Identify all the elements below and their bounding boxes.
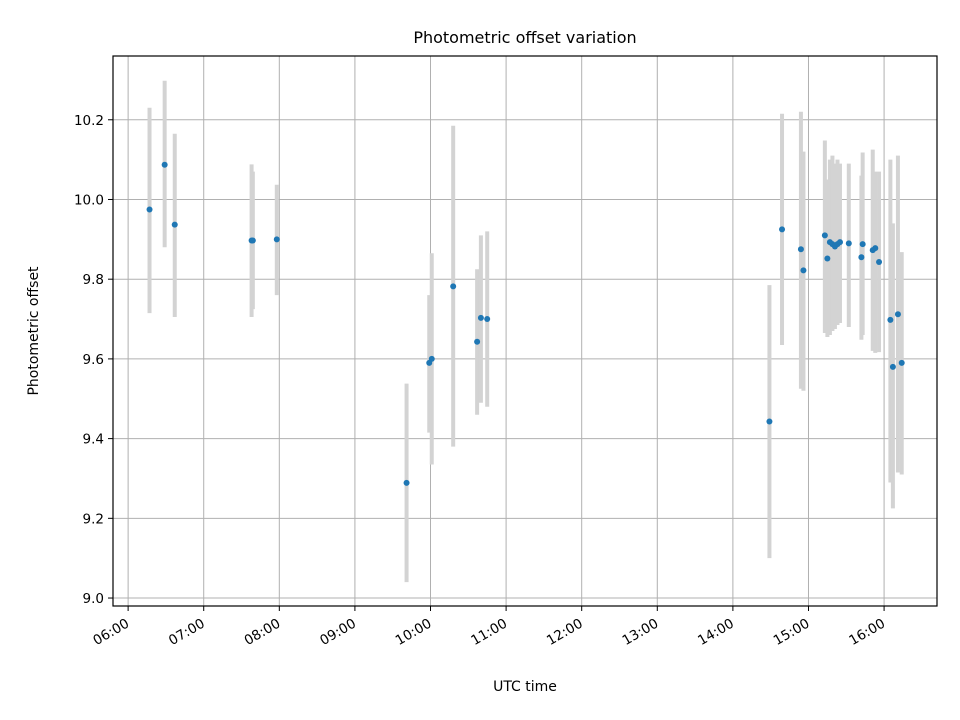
data-point bbox=[872, 245, 879, 252]
x-tick-label: 09:00 bbox=[317, 616, 359, 649]
y-tick-label: 9.0 bbox=[83, 591, 104, 607]
y-tick-label: 9.8 bbox=[83, 272, 104, 288]
x-axis: 06:00 07:00 08:00 09:00 10:00 11:00 12:00 13:00… bbox=[90, 606, 888, 649]
x-tick-label: 11:00 bbox=[468, 616, 510, 649]
data-point bbox=[450, 283, 457, 290]
data-point bbox=[477, 314, 484, 321]
data-point bbox=[821, 232, 828, 239]
data-point bbox=[876, 259, 883, 266]
data-point bbox=[171, 221, 178, 228]
data-point bbox=[779, 226, 786, 233]
data-point bbox=[484, 316, 491, 323]
data-point bbox=[249, 237, 256, 244]
x-tick-label: 16:00 bbox=[846, 616, 888, 649]
data-point bbox=[161, 161, 168, 168]
x-tick-label: 15:00 bbox=[771, 616, 813, 649]
data-point bbox=[887, 316, 894, 323]
data-point bbox=[845, 240, 852, 247]
y-tick-label: 9.4 bbox=[83, 432, 104, 448]
y-tick-label: 10.0 bbox=[74, 192, 104, 208]
data-point bbox=[824, 255, 831, 262]
y-tick-label: 10.2 bbox=[74, 113, 104, 129]
error-bars bbox=[147, 80, 904, 583]
data-point bbox=[273, 236, 280, 243]
data-point bbox=[146, 206, 153, 213]
grid bbox=[113, 56, 937, 606]
x-tick-label: 12:00 bbox=[544, 616, 586, 649]
chart-title: Photometric offset variation bbox=[413, 28, 636, 47]
y-tick-label: 9.2 bbox=[83, 511, 104, 527]
data-point bbox=[428, 355, 435, 362]
data-point bbox=[474, 338, 481, 345]
x-tick-label: 10:00 bbox=[393, 616, 435, 649]
x-tick-label: 06:00 bbox=[90, 616, 132, 649]
data-point bbox=[894, 311, 901, 318]
data-point bbox=[889, 363, 896, 370]
data-point bbox=[403, 479, 410, 486]
data-points bbox=[146, 161, 905, 486]
data-point bbox=[858, 254, 865, 261]
data-point bbox=[859, 241, 866, 248]
x-tick-label: 13:00 bbox=[620, 616, 662, 649]
y-axis-label: Photometric offset bbox=[26, 266, 42, 396]
data-point bbox=[836, 239, 843, 246]
y-tick-label: 9.6 bbox=[83, 352, 104, 368]
plot-area bbox=[112, 55, 938, 607]
data-point bbox=[766, 418, 773, 425]
data-point bbox=[898, 359, 905, 366]
data-point bbox=[800, 267, 807, 274]
x-tick-label: 08:00 bbox=[242, 616, 284, 649]
x-tick-label: 07:00 bbox=[166, 616, 208, 649]
y-axis: 9.0 9.2 9.4 9.6 9.8 10.0 10.2 bbox=[74, 113, 113, 607]
x-axis-label: UTC time bbox=[493, 679, 557, 695]
data-point bbox=[797, 246, 804, 253]
x-tick-label: 14:00 bbox=[695, 616, 737, 649]
